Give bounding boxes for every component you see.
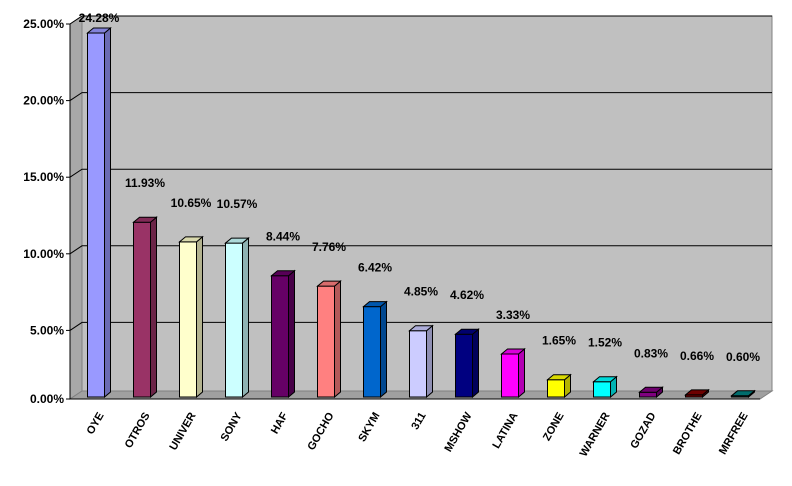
bar-side — [518, 347, 525, 399]
bar — [638, 386, 664, 399]
bar-side — [196, 235, 203, 399]
x-tick-label: OYE — [85, 411, 107, 437]
grid-line — [69, 245, 772, 255]
bar-front — [547, 379, 565, 398]
bar-top — [408, 325, 434, 332]
x-tick-label: UNIVER — [167, 410, 198, 452]
bar — [454, 328, 480, 399]
bar-top — [592, 376, 618, 383]
bar-front — [455, 333, 473, 398]
bar-value-label: 0.66% — [680, 349, 714, 363]
bar-value-label: 8.44% — [266, 230, 300, 244]
x-tick-label: 311 — [409, 411, 428, 432]
bar-value-label: 3.33% — [496, 308, 530, 322]
y-tick-label: 5.00% — [30, 323, 64, 337]
x-tick-label: GOZAD — [628, 410, 658, 450]
bar-side — [242, 237, 249, 399]
x-tick-label: ZONE — [541, 411, 567, 443]
bar-front — [271, 275, 289, 398]
bar-value-label: 6.42% — [358, 261, 392, 275]
bar-top — [546, 374, 572, 381]
bar-front — [87, 32, 105, 398]
bar — [546, 373, 572, 399]
bar-side — [150, 216, 157, 399]
bar-side — [472, 328, 479, 399]
bar — [224, 237, 250, 399]
bar-front — [409, 330, 427, 398]
grid-line — [69, 92, 772, 102]
bar-top — [454, 328, 480, 335]
bar — [132, 216, 158, 399]
bar-front — [179, 241, 197, 398]
bar — [316, 280, 342, 399]
bar-front — [363, 306, 381, 398]
bar-top — [500, 348, 526, 355]
bar-value-label: 0.60% — [726, 350, 760, 364]
bar-front — [501, 353, 519, 398]
x-tick-label: HAF — [269, 410, 291, 436]
bar-top — [178, 236, 204, 243]
x-tick-label: OTROS — [123, 411, 153, 451]
bar — [86, 26, 112, 399]
bar-front — [133, 221, 151, 398]
bar-side — [104, 26, 111, 399]
bar — [500, 347, 526, 399]
grid-line — [69, 168, 772, 178]
bar — [362, 300, 388, 399]
bar-front — [593, 381, 611, 398]
bar-side — [288, 269, 295, 399]
bar-value-label: 1.65% — [542, 334, 576, 348]
x-tick-label: SONY — [219, 410, 245, 444]
bar-top — [270, 270, 296, 277]
bar-top — [224, 237, 250, 244]
x-tick-label: BROTHE — [671, 411, 705, 457]
x-tick-label: GOCHO — [305, 410, 336, 452]
x-tick-label: LATINA — [490, 410, 520, 450]
plot-side-wall — [69, 15, 83, 400]
bar-value-label: 10.65% — [171, 196, 212, 210]
bar-side — [426, 324, 433, 399]
bar — [270, 269, 296, 399]
bar-value-label: 10.57% — [217, 197, 258, 211]
bar-value-label: 4.62% — [450, 288, 484, 302]
x-tick-label: SKYM — [356, 411, 382, 445]
y-tick-label: 0.00% — [30, 392, 64, 406]
bar-top — [730, 390, 756, 397]
bar-top — [86, 27, 112, 34]
bar-front — [225, 242, 243, 398]
y-tick-label: 10.00% — [23, 247, 64, 261]
bar-value-label: 11.93% — [125, 176, 165, 190]
bar-value-label: 4.85% — [404, 285, 438, 299]
bar-top — [638, 386, 664, 393]
bar — [592, 375, 618, 399]
bar — [730, 389, 756, 399]
y-tick-label: 20.00% — [23, 94, 64, 108]
bar-value-label: 0.83% — [634, 346, 668, 360]
bar-value-label: 24.28% — [79, 11, 120, 25]
grid-line — [69, 321, 772, 331]
bar-value-label: 7.76% — [312, 240, 346, 254]
x-tick-label: WARNER — [578, 410, 613, 458]
grid-line — [69, 15, 772, 25]
bar-top — [362, 301, 388, 308]
bar — [178, 235, 204, 399]
bar-side — [380, 300, 387, 399]
x-tick-label: MSHOW — [443, 410, 475, 454]
bar-front — [317, 285, 335, 398]
x-tick-label: MRFREE — [717, 411, 751, 457]
bar — [408, 324, 434, 399]
bar-top — [132, 216, 158, 223]
bar-side — [334, 280, 341, 399]
bar — [684, 388, 710, 399]
bar-front — [639, 391, 657, 398]
bar-value-label: 1.52% — [588, 336, 622, 350]
bar-top — [684, 389, 710, 396]
y-tick-label: 25.00% — [23, 17, 64, 31]
bar-top — [316, 280, 342, 287]
y-tick-label: 15.00% — [23, 170, 64, 184]
